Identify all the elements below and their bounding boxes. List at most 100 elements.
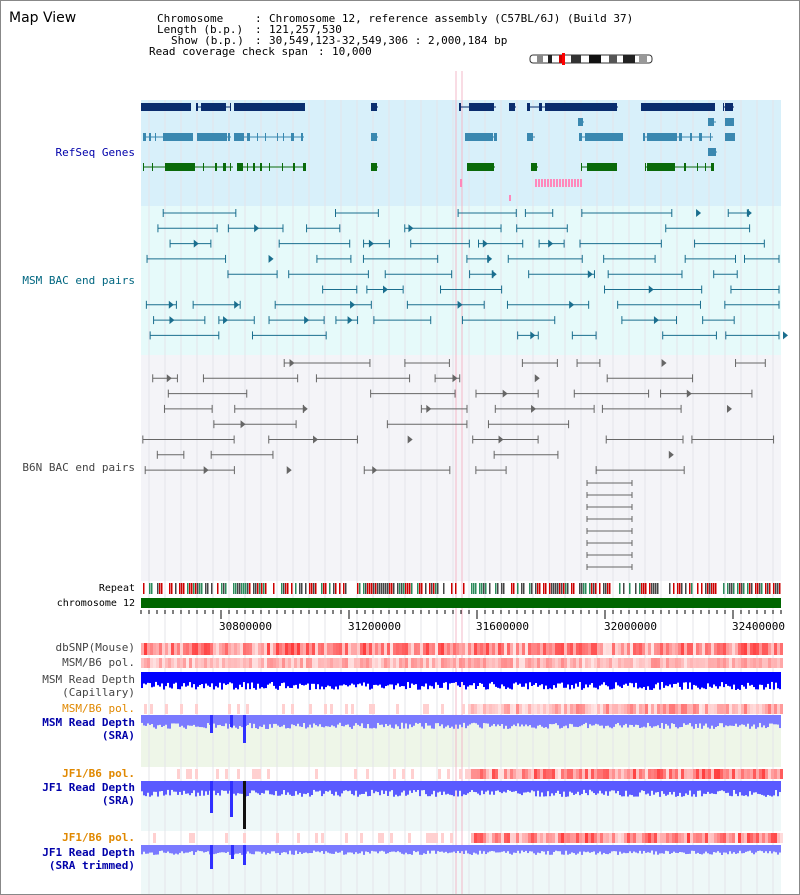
gene-exon [291, 133, 294, 141]
depth-bar [413, 672, 415, 685]
depth-bar [513, 715, 515, 725]
pol-cell [396, 704, 399, 714]
pol-cell [402, 658, 405, 668]
depth-bar [381, 845, 383, 851]
depth-bar [279, 672, 281, 686]
depth-bar [277, 672, 279, 690]
depth-bar [743, 845, 745, 854]
depth-bar [161, 781, 163, 792]
pol-cell [186, 658, 189, 668]
repeat-mark [777, 583, 779, 594]
pol-cell [303, 643, 306, 655]
depth-bar [717, 672, 719, 689]
repeat-mark [643, 583, 645, 594]
depth-bar [457, 715, 459, 729]
pol-cell [705, 658, 708, 668]
pol-cell [264, 643, 267, 655]
pol-cell [567, 769, 570, 779]
depth-bar [735, 781, 737, 794]
msm-bac-arrow [368, 239, 374, 248]
depth-bar [577, 715, 579, 728]
pol-cell [636, 704, 639, 714]
depth-bar [271, 845, 273, 852]
pol-cell [282, 704, 285, 714]
depth-bar [429, 845, 431, 854]
depth-bar [717, 781, 719, 792]
pol-cell [711, 658, 714, 668]
repeat-mark [369, 583, 371, 594]
repeat-mark [581, 583, 583, 594]
chromosome-ideogram[interactable] [529, 53, 655, 65]
pol-cell [288, 643, 291, 655]
refseq-pink-mark [577, 179, 579, 187]
depth-bar [243, 672, 245, 683]
msm-depth-sra-sublabel: (SRA) [101, 729, 135, 742]
depth-bar [451, 845, 453, 853]
depth-bar [325, 715, 327, 727]
pol-cell [462, 643, 465, 655]
depth-bar [761, 845, 763, 852]
depth-bar [217, 672, 219, 688]
pol-cell [780, 643, 783, 655]
refseq-pink-mark [568, 179, 570, 187]
pol-cell [486, 704, 489, 714]
depth-bar [447, 845, 449, 854]
pol-cell [765, 658, 768, 668]
repeat-mark [773, 583, 775, 594]
depth-bar [299, 672, 301, 684]
depth-bar [161, 845, 163, 851]
depth-bar [595, 781, 597, 795]
repeat-mark [387, 583, 389, 594]
depth-bar [521, 845, 523, 851]
depth-bar [455, 715, 457, 725]
depth-bar [503, 845, 505, 852]
pol-cell [636, 658, 639, 668]
repeat-mark [579, 583, 581, 594]
depth-bar [491, 845, 493, 851]
pol-cell [702, 769, 705, 779]
depth-bar [203, 845, 205, 853]
depth-bar [309, 845, 311, 854]
pol-cell [723, 643, 726, 655]
depth-bar [629, 781, 631, 795]
depth-bar [751, 672, 753, 685]
gene-exon [293, 163, 295, 171]
depth-bar [555, 781, 557, 793]
depth-bar [239, 845, 241, 854]
depth-bar [303, 845, 305, 853]
depth-bar [571, 781, 573, 793]
depth-bar [741, 781, 743, 796]
pol-cell [255, 643, 258, 655]
pol-cell [639, 643, 642, 655]
depth-bar [265, 845, 267, 855]
depth-bar [319, 672, 321, 690]
pol-cell [765, 704, 768, 714]
depth-bar [299, 715, 301, 727]
pol-cell [576, 658, 579, 668]
pol-cell [246, 658, 249, 668]
repeat-mark [657, 583, 659, 594]
depth-bar [721, 715, 723, 724]
pol-cell [594, 769, 597, 779]
repeat-mark [301, 583, 303, 594]
pol-cell [183, 643, 186, 655]
depth-bar [385, 781, 387, 791]
pol-cell [642, 643, 645, 655]
depth-bar [281, 845, 283, 853]
pol-cell [753, 833, 756, 843]
repeat-mark [159, 583, 161, 594]
depth-bar [531, 845, 533, 852]
depth-bar [437, 715, 439, 724]
pol-cell [603, 643, 606, 655]
pol-cell [678, 769, 681, 779]
depth-bar [593, 845, 595, 852]
pol-cell [231, 643, 234, 655]
depth-bar [361, 781, 363, 794]
pol-cell [660, 704, 663, 714]
depth-bar [359, 715, 361, 727]
repeat-mark [335, 583, 337, 594]
depth-bar [235, 845, 237, 854]
pol-cell [315, 658, 318, 668]
depth-bar [249, 845, 251, 854]
